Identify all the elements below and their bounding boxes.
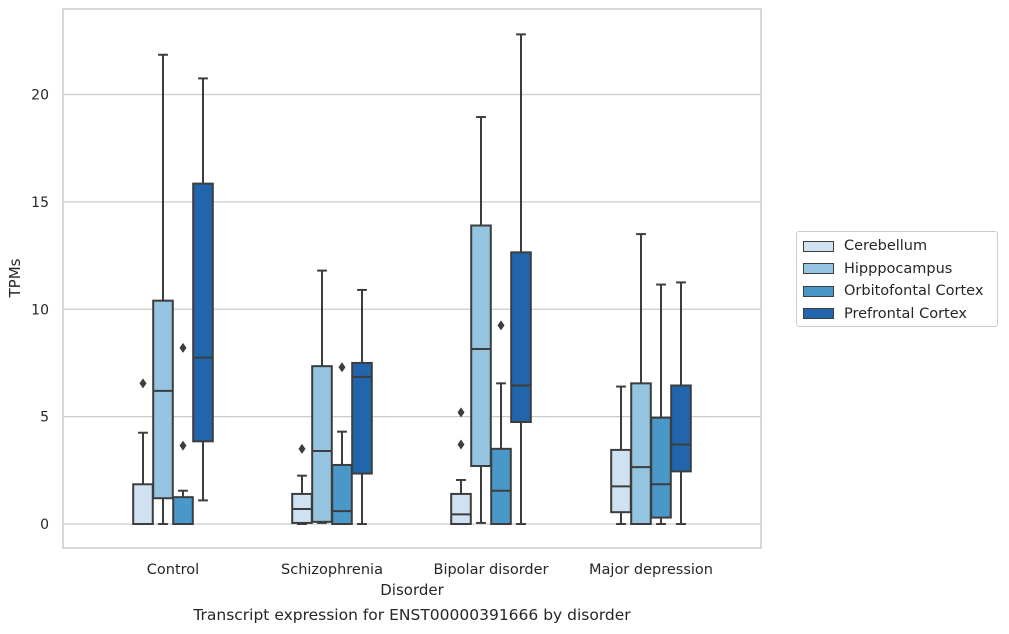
box-groups [132,33,692,526]
box-hipppocampus [311,269,333,524]
box-hipppocampus [470,116,492,524]
box-iqr [172,496,194,525]
legend-item: Cerebellum [803,235,997,258]
legend-item: Orbitofontal Cortex [803,280,997,303]
box-iqr [670,384,692,473]
box-prefrontal-cortex [351,288,373,525]
x-tick-label: Bipolar disorder [434,562,549,578]
box-cerebellum [132,378,154,525]
outlier-point [338,362,346,373]
y-tick-labels: 0 5 10 15 20 [31,88,49,534]
box-iqr [351,361,373,475]
box-iqr [650,416,672,519]
box-iqr [490,447,512,525]
outlier-point [179,342,187,353]
y-axis-label: TPMs [6,258,24,298]
box-prefrontal-cortex [192,77,214,502]
box-hipppocampus [152,53,174,525]
x-tick-label: Major depression [589,562,713,578]
box-prefrontal-cortex [670,281,692,525]
legend-label: Hipppocampus [844,260,953,277]
x-tick-label: Schizophrenia [281,562,383,578]
box-orbitofontal-cortex [331,362,353,526]
box-orbitofontal-cortex [490,320,512,525]
outlier-point [457,407,465,418]
outlier-point [497,320,505,331]
box-prefrontal-cortex [510,33,532,525]
box-iqr [510,251,532,423]
x-axis-label: Disorder [380,581,444,599]
legend-label: Orbitofontal Cortex [844,283,984,300]
legend: Cerebellum Hipppocampus Orbitofontal Corte… [796,231,998,327]
chart-caption: Transcript expression for ENST0000039166… [193,606,631,624]
box-iqr [610,448,632,514]
box-iqr [311,365,333,523]
x-tick-labels: Control Schizophrenia Bipolar disorder Majo… [147,562,713,578]
box-cerebellum [450,407,472,525]
box-iqr [331,463,353,526]
outlier-point [179,440,187,451]
legend-label: Prefrontal Cortex [844,305,967,322]
y-tick-label: 20 [31,88,49,104]
legend-swatch [803,263,834,275]
legend-item: Prefrontal Cortex [803,303,997,326]
y-tick-label: 5 [40,410,49,426]
y-tick-label: 15 [31,195,49,211]
outlier-point [457,439,465,450]
legend-swatch [803,240,834,252]
box-iqr [630,382,652,525]
legend-label: Cerebellum [844,238,928,255]
outlier-point [139,378,147,389]
legend-swatch [803,285,834,297]
y-tick-label: 0 [40,517,49,533]
box-orbitofontal-cortex [172,342,194,525]
x-tick-label: Control [147,562,199,578]
box-iqr [470,224,492,468]
legend-swatch [803,308,834,320]
y-tick-label: 10 [31,302,49,318]
box-iqr [192,182,214,443]
outlier-point [298,443,306,454]
box-iqr [450,492,472,525]
box-iqr [132,483,154,525]
box-iqr [152,299,174,500]
legend-item: Hipppocampus [803,258,997,281]
